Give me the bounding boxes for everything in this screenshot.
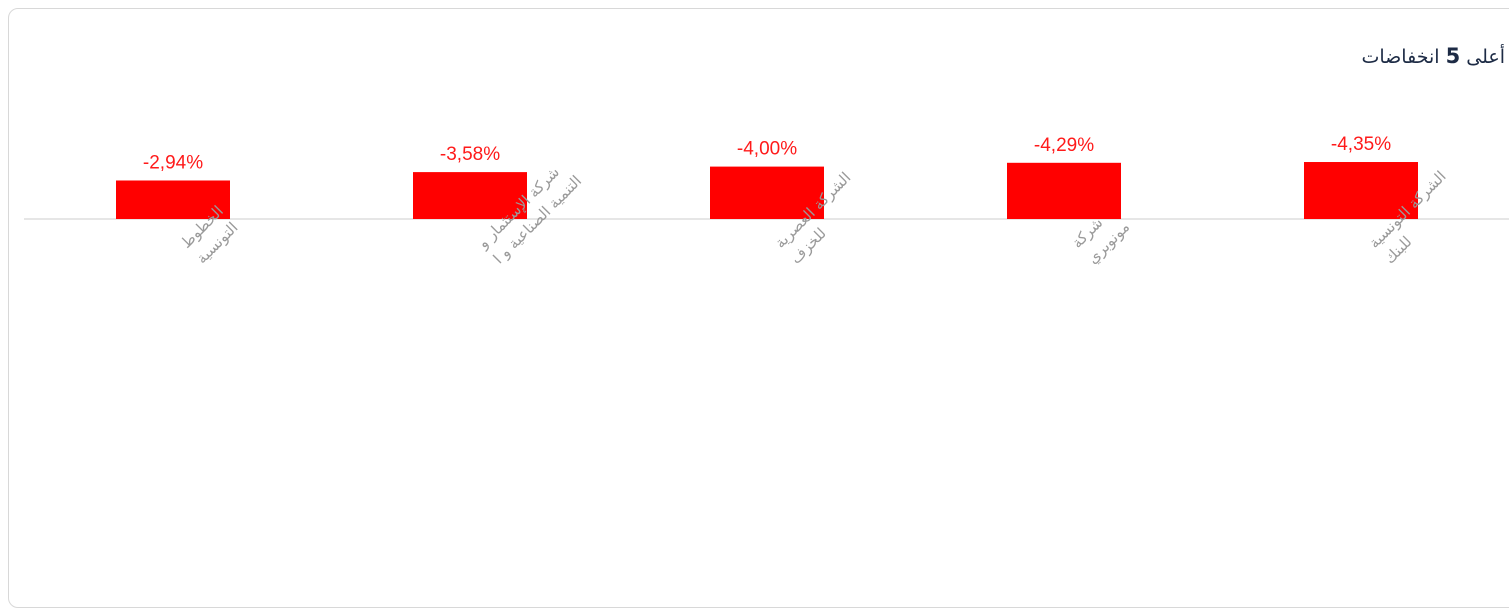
bar [413,172,527,219]
chart-title-suffix: انخفاضات [1361,46,1440,68]
chart-title: أعلى 5 انخفاضات [1361,44,1505,68]
bar-value-label: -4,29% [1034,135,1094,156]
chart-title-number: 5 [1445,44,1461,68]
bar [116,180,230,219]
bar [710,166,824,219]
bars-layer [116,162,1418,219]
bar-value-label: -3,58% [440,144,500,165]
bar [1007,162,1121,219]
bar-value-label: -4,00% [737,139,797,160]
bar-value-label: -2,94% [143,152,203,173]
bar [1304,162,1418,219]
bar-value-label: -4,35% [1331,134,1391,155]
chart-title-prefix: أعلى [1466,46,1505,68]
bar-chart: -2,94% -3,58% -4,00% -4,29% -4,35% الخطوطالت… [24,134,1509,268]
chart-card [8,8,1509,608]
value-labels-layer: -2,94% -3,58% -4,00% -4,29% -4,35% [143,134,1391,173]
